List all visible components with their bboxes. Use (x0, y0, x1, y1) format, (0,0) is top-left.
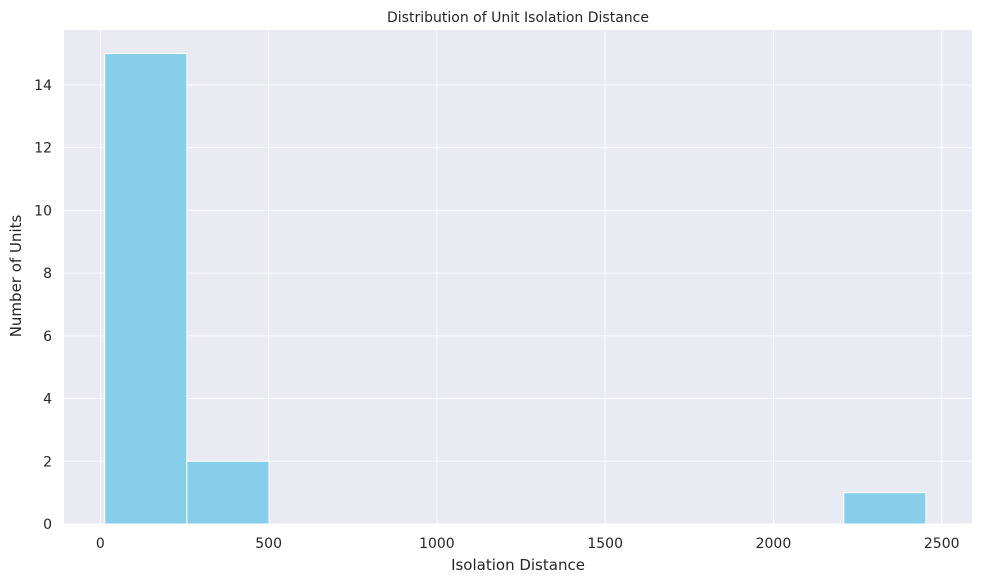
x-tick-label: 2000 (756, 536, 792, 552)
histogram-bars (104, 53, 927, 525)
y-tick-label: 0 (43, 517, 52, 533)
y-tick-label: 2 (43, 454, 52, 470)
y-tick-label: 14 (34, 78, 52, 94)
y-axis-ticks: 0 2 4 6 8 10 12 14 (34, 78, 52, 533)
histogram-bar-9 (843, 492, 927, 525)
x-tick-label: 2500 (924, 536, 960, 552)
y-tick-label: 8 (43, 266, 52, 282)
plot-area (64, 30, 972, 524)
x-axis-ticks: 0 500 1000 1500 2000 2500 (96, 536, 960, 552)
y-tick-label: 10 (34, 203, 52, 219)
x-tick-label: 0 (96, 536, 105, 552)
histogram-bar-0 (104, 53, 188, 525)
y-axis-label: Number of Units (7, 215, 25, 338)
y-tick-label: 4 (43, 392, 52, 408)
x-tick-label: 1000 (419, 536, 455, 552)
grid-lines (64, 30, 972, 525)
chart-title: Distribution of Unit Isolation Distance (387, 10, 649, 26)
y-tick-label: 6 (43, 329, 52, 345)
x-tick-label: 500 (255, 536, 282, 552)
x-axis-label: Isolation Distance (451, 556, 585, 574)
histogram-bar-1 (186, 460, 270, 525)
y-tick-label: 12 (34, 141, 52, 157)
x-tick-label: 1500 (587, 536, 623, 552)
